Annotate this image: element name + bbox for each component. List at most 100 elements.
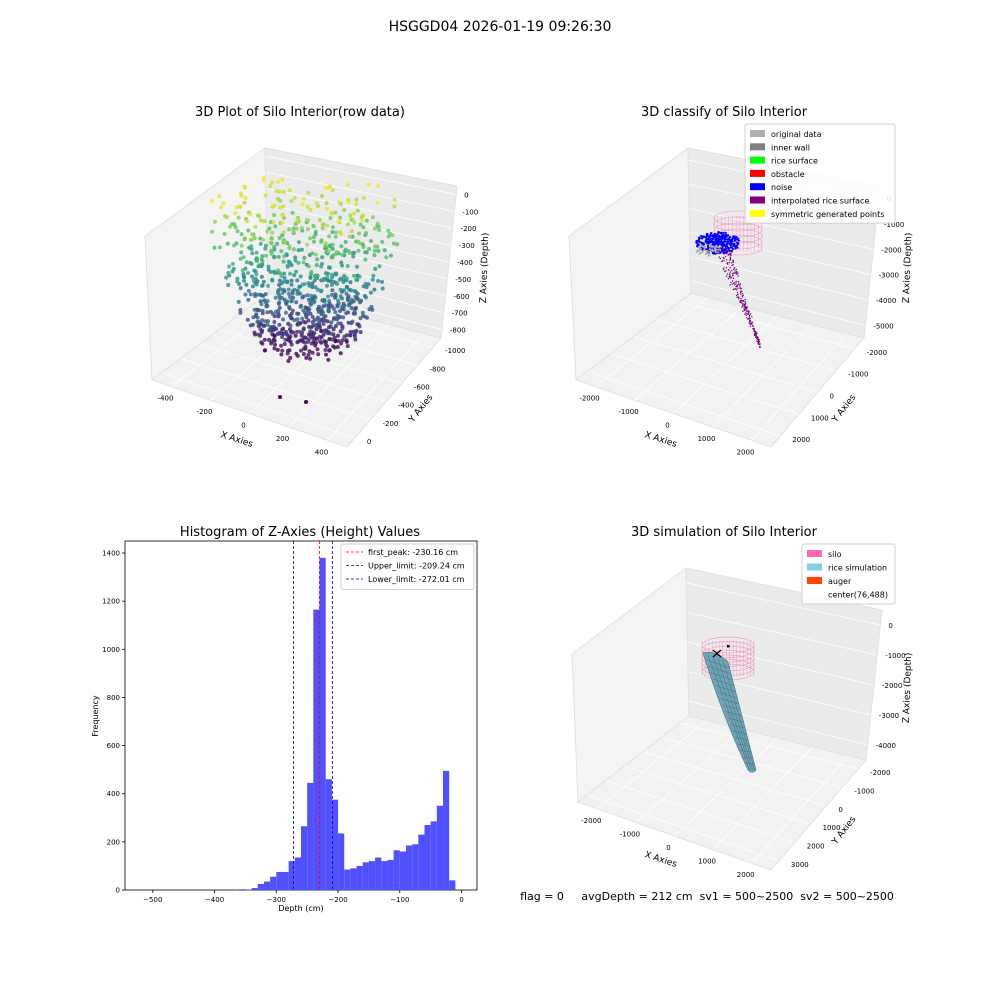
raw-point xyxy=(330,288,335,293)
y-tick-label: -600 xyxy=(414,383,430,391)
raw-point xyxy=(328,216,333,221)
raw-point xyxy=(299,348,303,353)
raw-point xyxy=(367,247,371,251)
raw-point xyxy=(310,251,315,256)
raw-point xyxy=(353,337,358,342)
interpolated-point xyxy=(736,273,738,276)
original-point xyxy=(701,245,704,248)
rice-mesh-line xyxy=(732,730,747,735)
raw-point xyxy=(273,342,277,347)
raw-point xyxy=(274,189,279,194)
raw-point xyxy=(261,219,266,224)
raw-point xyxy=(266,264,271,269)
interpolated-point xyxy=(731,270,733,272)
interpolated-point xyxy=(726,273,729,275)
raw-point xyxy=(314,327,319,332)
noise-point xyxy=(706,237,709,241)
interpolated-point xyxy=(752,325,755,327)
raw-point xyxy=(285,299,290,304)
interpolated-point xyxy=(749,323,751,325)
simulation-legend-label: rice simulation xyxy=(828,564,887,573)
raw-point xyxy=(309,293,314,298)
raw-point xyxy=(250,237,255,242)
raw-point xyxy=(283,310,288,315)
interpolated-point xyxy=(742,294,744,296)
interpolated-point xyxy=(743,307,745,309)
histogram-bar xyxy=(263,881,271,890)
classify-legend-label: original data xyxy=(771,130,822,139)
raw-point xyxy=(281,190,286,194)
interpolated-point xyxy=(734,270,736,272)
histogram-bar xyxy=(251,888,258,890)
histogram-bar xyxy=(393,850,400,890)
raw-point xyxy=(336,339,341,343)
interpolated-point xyxy=(742,293,744,295)
raw-point xyxy=(326,294,331,299)
raw-point xyxy=(277,322,282,327)
raw-point xyxy=(270,278,275,283)
raw-point xyxy=(316,352,321,357)
raw-point xyxy=(364,231,369,235)
raw-point xyxy=(304,336,308,340)
raw-point xyxy=(243,185,248,190)
noise-point xyxy=(722,231,725,234)
raw-point xyxy=(325,274,330,279)
raw-point xyxy=(241,274,246,279)
raw-point xyxy=(338,351,343,356)
interpolated-point xyxy=(737,281,740,283)
interpolated-point xyxy=(737,272,739,275)
raw-point xyxy=(246,228,251,233)
original-point xyxy=(711,250,714,252)
raw-point xyxy=(352,211,356,216)
raw-point xyxy=(335,345,340,349)
raw-point xyxy=(354,197,359,202)
raw-point xyxy=(380,286,385,291)
interpolated-point xyxy=(737,287,739,289)
interpolated-point xyxy=(729,274,731,276)
raw-point xyxy=(352,334,357,339)
noise-point xyxy=(733,235,736,238)
raw-point xyxy=(278,395,282,399)
raw-point xyxy=(372,226,377,231)
classify-legend-label: inner wall xyxy=(771,143,810,152)
raw-point xyxy=(210,199,214,203)
raw-point xyxy=(276,312,281,317)
raw-point xyxy=(287,338,291,343)
z-tick-label: -2000 xyxy=(882,682,902,690)
raw-point xyxy=(302,255,307,260)
raw-point xyxy=(289,316,294,321)
interpolated-point xyxy=(722,251,725,254)
raw-point xyxy=(328,331,333,336)
noise-point xyxy=(698,240,702,243)
raw-point xyxy=(370,215,375,220)
interpolated-point xyxy=(743,304,745,306)
noise-point xyxy=(724,238,727,241)
interpolated-point xyxy=(737,293,739,296)
interpolated-point xyxy=(729,257,732,259)
raw-point xyxy=(280,220,285,225)
noise-point xyxy=(731,248,735,251)
raw-point xyxy=(321,310,326,315)
panel-classify-xlabel: X Axies xyxy=(643,430,678,450)
raw-point xyxy=(319,240,323,244)
raw-point xyxy=(255,319,260,324)
interpolated-point xyxy=(751,323,753,326)
interpolated-point xyxy=(736,270,738,273)
interpolated-point xyxy=(729,276,731,278)
raw-point xyxy=(364,218,369,223)
histogram-legend-frame xyxy=(340,543,475,590)
histogram-x-tick-label: 0 xyxy=(459,896,463,904)
raw-point xyxy=(257,263,262,267)
raw-point xyxy=(366,182,371,187)
raw-point xyxy=(363,281,368,286)
raw-point xyxy=(345,298,350,303)
classify-legend-label: rice surface xyxy=(771,157,818,166)
histogram-title: Histogram of Z-Axies (Height) Values xyxy=(180,525,420,540)
raw-point xyxy=(262,323,267,328)
raw-point xyxy=(280,213,285,218)
raw-point xyxy=(346,199,351,204)
raw-point xyxy=(347,287,352,292)
simulation-legend-label: auger xyxy=(828,577,852,586)
raw-point xyxy=(299,226,304,231)
raw-point xyxy=(348,330,353,334)
